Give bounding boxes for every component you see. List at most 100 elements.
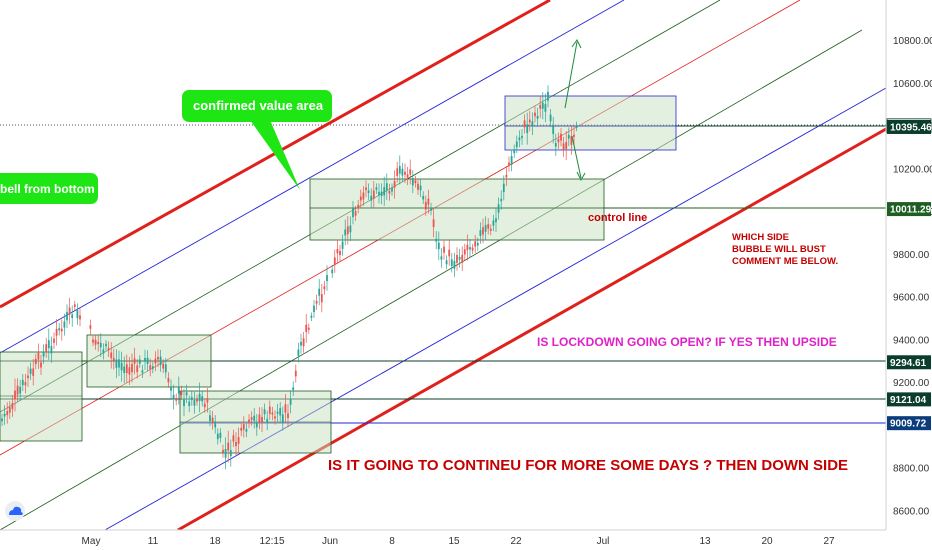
candle-body	[188, 401, 191, 406]
candle-body	[21, 379, 24, 386]
candle-body	[302, 338, 305, 347]
candle-body	[144, 358, 146, 362]
candle-body	[378, 191, 380, 196]
candle-body	[523, 120, 526, 128]
arrow-down-line	[571, 135, 582, 179]
x-tick-label: Jul	[597, 536, 610, 547]
candle-body	[294, 370, 297, 377]
price-tag-bg	[887, 355, 931, 370]
x-tick-label: 22	[510, 536, 522, 547]
candle-body	[266, 418, 269, 423]
candle-body	[476, 242, 479, 246]
candle-body	[55, 328, 58, 336]
candle-body	[112, 357, 115, 361]
candle-body	[63, 321, 66, 328]
y-tick-label: 10200.00	[893, 164, 932, 175]
candle-body	[349, 225, 352, 233]
y-tick-label: 9200.00	[893, 378, 930, 389]
candle-body	[487, 224, 490, 229]
price-tag-label: 10395.46	[890, 122, 932, 133]
candle-body	[292, 387, 295, 390]
candle-body	[110, 352, 113, 359]
candle-body	[206, 398, 209, 403]
direction-arrows	[564, 39, 586, 182]
x-tick-label: 12:15	[259, 536, 284, 547]
candle-body	[318, 288, 321, 296]
candle-body	[222, 449, 224, 453]
candle-body	[297, 349, 300, 356]
candle-body	[45, 344, 48, 352]
candle-body	[396, 168, 399, 176]
candle-body	[1, 418, 3, 422]
candle-body	[370, 195, 373, 201]
candle-body	[53, 338, 55, 343]
candle-body	[456, 254, 458, 263]
candle-body	[102, 349, 105, 354]
candle-body	[419, 185, 422, 191]
which-side-line-1: WHICH SIDE	[732, 232, 789, 243]
candle-body	[508, 162, 510, 166]
candle-body	[240, 427, 243, 431]
candle-body	[341, 241, 344, 249]
callout-bell-from-bottom: bell from bottom	[0, 173, 98, 204]
candle-body	[557, 139, 560, 143]
candle-body	[274, 416, 276, 419]
y-tick-label: 9800.00	[893, 250, 930, 261]
tradingview-logo[interactable]	[5, 501, 25, 521]
candle-body	[245, 429, 248, 432]
candle-body	[138, 359, 141, 364]
candle-body	[279, 408, 282, 416]
candle-body	[380, 191, 383, 197]
candle-body	[406, 174, 409, 178]
candle-body	[391, 187, 393, 192]
candle-body	[432, 219, 435, 227]
candle-body	[107, 348, 110, 351]
candle-body	[500, 198, 503, 202]
candle-body	[58, 328, 61, 331]
candle-body	[375, 187, 378, 190]
x-tick-label: 27	[823, 536, 835, 547]
candle-body	[159, 356, 162, 365]
x-tick-label: 15	[448, 536, 460, 547]
candle-body	[544, 104, 547, 112]
candle-body	[11, 403, 14, 409]
candle-body	[209, 415, 211, 422]
candle-body	[154, 358, 157, 364]
candle-body	[60, 328, 63, 332]
candle-body	[515, 141, 518, 148]
candle-body	[518, 137, 521, 141]
candle-body	[414, 180, 417, 184]
candle-body	[151, 366, 154, 369]
candle-body	[570, 136, 573, 145]
candle-body	[193, 399, 196, 406]
candle-body	[453, 260, 456, 269]
which-side-line-2: BUBBLE WILL BUST	[732, 244, 826, 255]
candle-body	[326, 275, 328, 282]
price-tag-bg	[887, 416, 931, 431]
candle-body	[336, 249, 339, 254]
candle-body	[450, 259, 453, 267]
callout-bell-text: bell from bottom	[0, 182, 95, 196]
candle-body	[157, 356, 159, 360]
candle-body	[40, 362, 42, 368]
candle-body	[300, 341, 302, 346]
candle-body	[219, 432, 222, 438]
time-axis[interactable]: May 11 18 12:15 Jun 8 15 22 Jul 13 20 27	[0, 529, 886, 550]
channel-blue-lower	[104, 87, 887, 531]
candle-body	[248, 419, 250, 423]
x-tick-label: 18	[209, 536, 221, 547]
candle-body	[536, 115, 539, 119]
candle-body	[471, 247, 474, 251]
candle-body	[352, 208, 354, 218]
candle-body	[440, 256, 443, 260]
candle-body	[37, 352, 40, 360]
price-axis[interactable]: 8600.008800.009000.009200.009400.009600.…	[885, 0, 932, 550]
candle-body	[354, 211, 357, 216]
candle-body	[521, 135, 523, 139]
candle-body	[146, 357, 149, 364]
candle-body	[346, 226, 349, 235]
candle-body	[367, 190, 370, 193]
candle-body	[211, 417, 214, 424]
candle-body	[323, 286, 326, 290]
